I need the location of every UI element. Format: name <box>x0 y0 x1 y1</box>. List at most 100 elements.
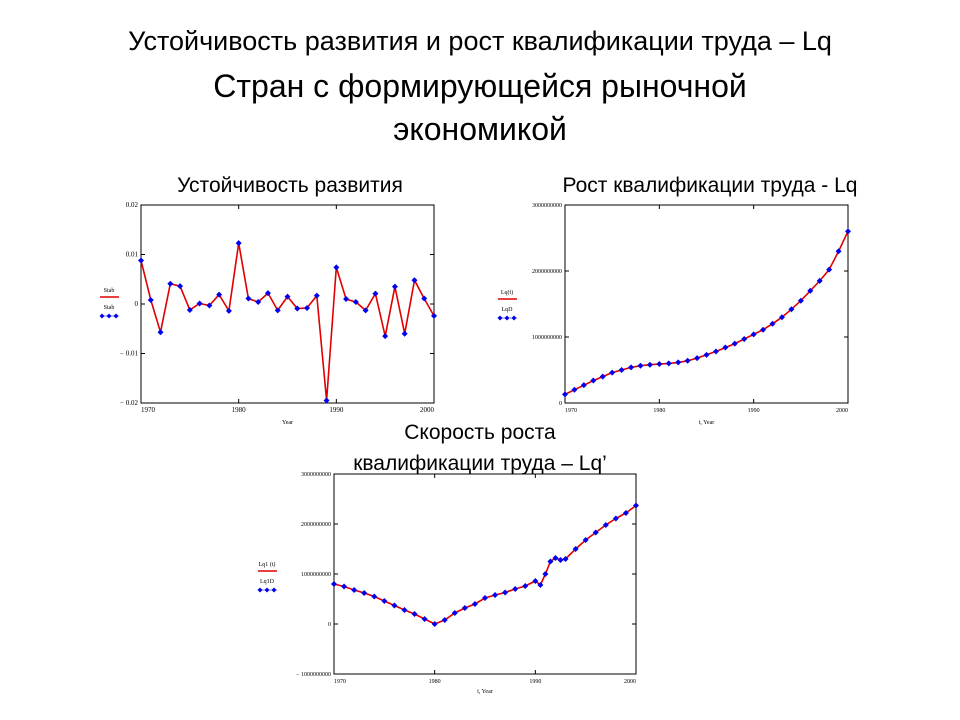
series-line <box>333 504 637 625</box>
data-point <box>331 581 337 587</box>
data-point <box>391 602 398 609</box>
data-point <box>362 307 369 314</box>
data-point <box>391 283 398 290</box>
data-point <box>313 292 320 299</box>
data-point <box>235 240 242 247</box>
plot-frame <box>564 204 849 404</box>
data-point <box>571 386 578 393</box>
y-tick-label: 1000000000 <box>301 572 331 578</box>
data-point <box>778 314 785 321</box>
data-point <box>255 299 262 306</box>
y-tick-label: 2000000000 <box>532 269 562 275</box>
data-point <box>542 571 549 577</box>
data-point <box>157 329 164 336</box>
data-point <box>196 300 203 307</box>
chart-title-lq-growth: Рост квалификации труда - Lq <box>562 174 858 197</box>
y-tick-label: 3000000000 <box>301 472 331 478</box>
y-tick-label: − 1000000000 <box>296 672 331 678</box>
slide-title-line-1: Устойчивость развития и рост квалификаци… <box>128 26 832 56</box>
data-point <box>797 297 804 304</box>
data-point <box>633 502 639 509</box>
data-point <box>382 333 389 340</box>
y-tick-label: − 0.02 <box>120 399 138 407</box>
data-point <box>451 610 458 616</box>
chart-title-growth-rate-line-2: квалификации труда – Lq’ <box>353 452 607 475</box>
data-point <box>741 335 748 342</box>
y-tick-label: 0 <box>328 622 331 628</box>
data-point <box>274 307 281 314</box>
slide-title-line-3: экономикой <box>393 111 567 147</box>
data-point <box>665 360 672 367</box>
data-point <box>760 326 767 333</box>
data-point <box>372 290 379 297</box>
data-point <box>351 587 358 593</box>
chart-title-growth-rate-line-1: Скорость роста <box>404 421 556 444</box>
x-tick-label: 2000 <box>420 406 435 414</box>
x-axis-label: Year <box>282 420 293 426</box>
x-tick-label: 1970 <box>334 679 346 685</box>
data-point <box>612 515 619 522</box>
y-tick-label: 0.02 <box>126 201 139 209</box>
x-tick-label: 1990 <box>529 679 541 685</box>
y-tick-label: − 0.01 <box>120 350 138 358</box>
data-point <box>769 320 776 327</box>
data-point <box>492 592 499 598</box>
y-tick-label: 0 <box>135 300 139 308</box>
data-point <box>186 306 193 313</box>
data-point <box>628 364 635 371</box>
x-tick-label: 1980 <box>653 408 665 414</box>
data-point <box>177 283 184 290</box>
data-point <box>522 583 529 589</box>
legend-label-points: Stab <box>104 305 115 311</box>
data-point <box>599 373 606 380</box>
chart-title-stability: Устойчивость развития <box>177 174 403 197</box>
data-point <box>323 397 330 404</box>
chart-lq-growth: 0 1000000000 2000000000 3000000000 1970 1980 1… <box>497 203 851 426</box>
data-point <box>381 598 388 604</box>
data-point <box>216 291 223 298</box>
data-point <box>557 557 564 563</box>
data-point <box>411 277 418 284</box>
data-point <box>471 601 478 607</box>
data-point <box>562 556 569 562</box>
series-line <box>140 242 435 401</box>
legend-label-line: Stab <box>104 288 115 294</box>
data-point <box>684 357 691 364</box>
data-point <box>592 529 599 536</box>
data-point <box>401 607 408 613</box>
data-point <box>411 611 418 617</box>
chart-stability: − 0.02 − 0.01 0 0.01 0.02 1970 1980 1990 2000 Yea… <box>99 201 437 426</box>
data-point <box>835 248 842 255</box>
data-point <box>731 340 738 347</box>
data-point <box>333 264 340 271</box>
x-tick-label: 2000 <box>836 408 848 414</box>
data-point <box>703 351 710 358</box>
y-tick-label: 3000000000 <box>532 203 562 209</box>
y-tick-label: 0.01 <box>126 251 139 259</box>
data-point <box>431 621 438 627</box>
data-point <box>502 589 509 596</box>
data-point <box>722 344 729 351</box>
x-axis-label: t, Year <box>477 689 493 695</box>
data-point <box>294 305 301 312</box>
chart-growth-rate: − 1000000000 0 1000000000 2000000000 3000000… <box>257 472 639 695</box>
data-point <box>245 295 252 302</box>
x-tick-label: 1980 <box>429 679 441 685</box>
data-point <box>637 362 644 369</box>
x-tick-label: 1980 <box>232 406 247 414</box>
data-point <box>537 582 544 588</box>
data-point <box>421 616 428 622</box>
slide-title-line-2: Стран с формирующейся рыночной <box>213 68 747 104</box>
x-tick-label: 1970 <box>141 406 156 414</box>
data-point <box>750 331 757 338</box>
data-point <box>694 355 701 362</box>
data-point <box>512 586 519 592</box>
data-point <box>590 377 597 384</box>
data-point <box>482 595 488 601</box>
data-point <box>675 359 682 366</box>
data-point <box>421 295 428 302</box>
legend-label-line: Lq1 (t) <box>259 561 276 568</box>
data-point <box>341 583 348 590</box>
data-point <box>656 361 663 368</box>
